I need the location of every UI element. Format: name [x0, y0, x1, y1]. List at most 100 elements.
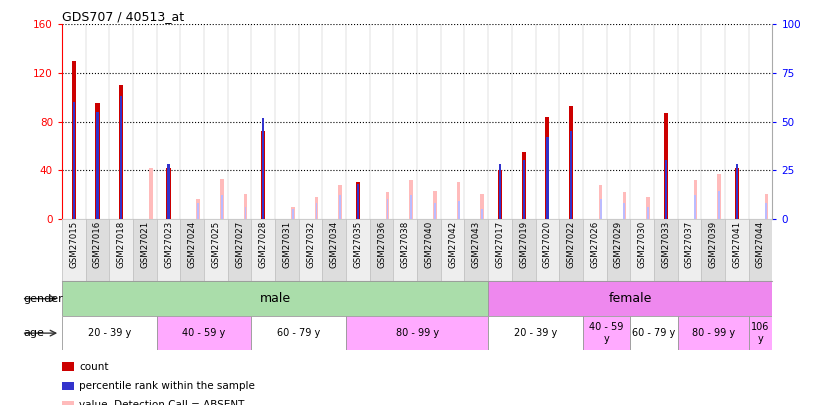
Text: GSM27037: GSM27037 [685, 221, 694, 269]
Bar [166, 168, 171, 219]
Bar [663, 113, 668, 219]
Bar [441, 219, 464, 281]
Text: 60 - 79 y: 60 - 79 y [277, 328, 320, 338]
Bar [62, 219, 86, 281]
Text: GSM27036: GSM27036 [377, 221, 386, 269]
Bar [244, 194, 247, 219]
Bar [725, 219, 748, 281]
Text: GSM27031: GSM27031 [282, 221, 292, 269]
Bar [488, 281, 772, 316]
Bar [357, 184, 359, 219]
Bar [488, 316, 583, 350]
Bar [228, 219, 251, 281]
Bar [599, 185, 602, 219]
Bar [157, 316, 251, 350]
Bar [204, 219, 228, 281]
Text: 80 - 99 y: 80 - 99 y [396, 328, 439, 338]
Bar [73, 102, 75, 219]
Text: GSM27041: GSM27041 [733, 221, 741, 269]
Bar [168, 164, 169, 219]
Bar [411, 195, 412, 219]
Bar [765, 194, 768, 219]
Text: GSM27024: GSM27024 [188, 221, 197, 269]
Bar [410, 180, 413, 219]
Bar [559, 219, 583, 281]
Text: GSM27025: GSM27025 [211, 221, 221, 269]
Bar [570, 131, 572, 219]
Bar [535, 219, 559, 281]
Bar [275, 219, 299, 281]
Bar [251, 219, 275, 281]
Bar [677, 316, 748, 350]
Text: percentile rank within the sample: percentile rank within the sample [79, 381, 255, 391]
Bar [766, 203, 767, 219]
Bar [569, 106, 573, 219]
Bar [488, 219, 512, 281]
Bar [734, 168, 739, 219]
Bar [748, 316, 772, 350]
Bar [498, 170, 502, 219]
Bar [624, 203, 625, 219]
Bar [417, 219, 441, 281]
Bar [387, 199, 388, 219]
Bar [346, 219, 370, 281]
Bar [458, 201, 459, 219]
Text: 106
y: 106 y [752, 322, 770, 344]
Bar [291, 207, 295, 219]
Bar [521, 152, 526, 219]
Text: GSM27034: GSM27034 [330, 221, 339, 269]
Text: 20 - 39 y: 20 - 39 y [514, 328, 558, 338]
Bar [262, 117, 264, 219]
Text: GSM27038: GSM27038 [401, 221, 410, 269]
Text: GSM27017: GSM27017 [496, 221, 505, 269]
Text: 60 - 79 y: 60 - 79 y [632, 328, 676, 338]
Bar [322, 219, 346, 281]
Bar [623, 192, 626, 219]
Bar [315, 197, 318, 219]
Bar [583, 316, 630, 350]
Bar [695, 195, 696, 219]
Text: GSM27022: GSM27022 [567, 221, 576, 269]
Text: GSM27021: GSM27021 [140, 221, 150, 269]
Text: 40 - 59 y: 40 - 59 y [183, 328, 225, 338]
Bar [339, 185, 342, 219]
Bar [109, 219, 133, 281]
Bar [736, 164, 738, 219]
Bar [119, 85, 123, 219]
Bar [339, 195, 341, 219]
Text: 80 - 99 y: 80 - 99 y [691, 328, 734, 338]
Bar [583, 219, 606, 281]
Text: GSM27026: GSM27026 [591, 221, 599, 269]
Text: GSM27040: GSM27040 [425, 221, 434, 269]
Text: GSM27018: GSM27018 [116, 221, 126, 269]
Bar [481, 194, 484, 219]
Text: age: age [23, 328, 45, 338]
Text: GSM27023: GSM27023 [164, 221, 173, 269]
Text: count: count [79, 362, 109, 371]
Bar [356, 182, 360, 219]
Bar [654, 219, 677, 281]
Bar [299, 219, 322, 281]
Bar [646, 197, 650, 219]
Bar [701, 219, 725, 281]
Text: female: female [609, 292, 652, 305]
Text: GSM27015: GSM27015 [69, 221, 78, 269]
Text: GSM27033: GSM27033 [662, 221, 670, 269]
Bar [606, 219, 630, 281]
Bar [157, 219, 180, 281]
Bar [244, 207, 246, 219]
Text: GSM27019: GSM27019 [520, 221, 528, 269]
Text: GSM27029: GSM27029 [614, 221, 623, 269]
Bar [86, 219, 109, 281]
Bar [261, 131, 265, 219]
Text: GSM27035: GSM27035 [354, 221, 363, 269]
Bar [677, 219, 701, 281]
Bar [718, 192, 720, 219]
Bar [97, 112, 98, 219]
Text: 20 - 39 y: 20 - 39 y [88, 328, 131, 338]
Text: GSM27042: GSM27042 [449, 221, 457, 269]
Bar [197, 203, 199, 219]
Bar [545, 117, 549, 219]
Text: GSM27016: GSM27016 [93, 221, 102, 269]
Bar [95, 103, 100, 219]
